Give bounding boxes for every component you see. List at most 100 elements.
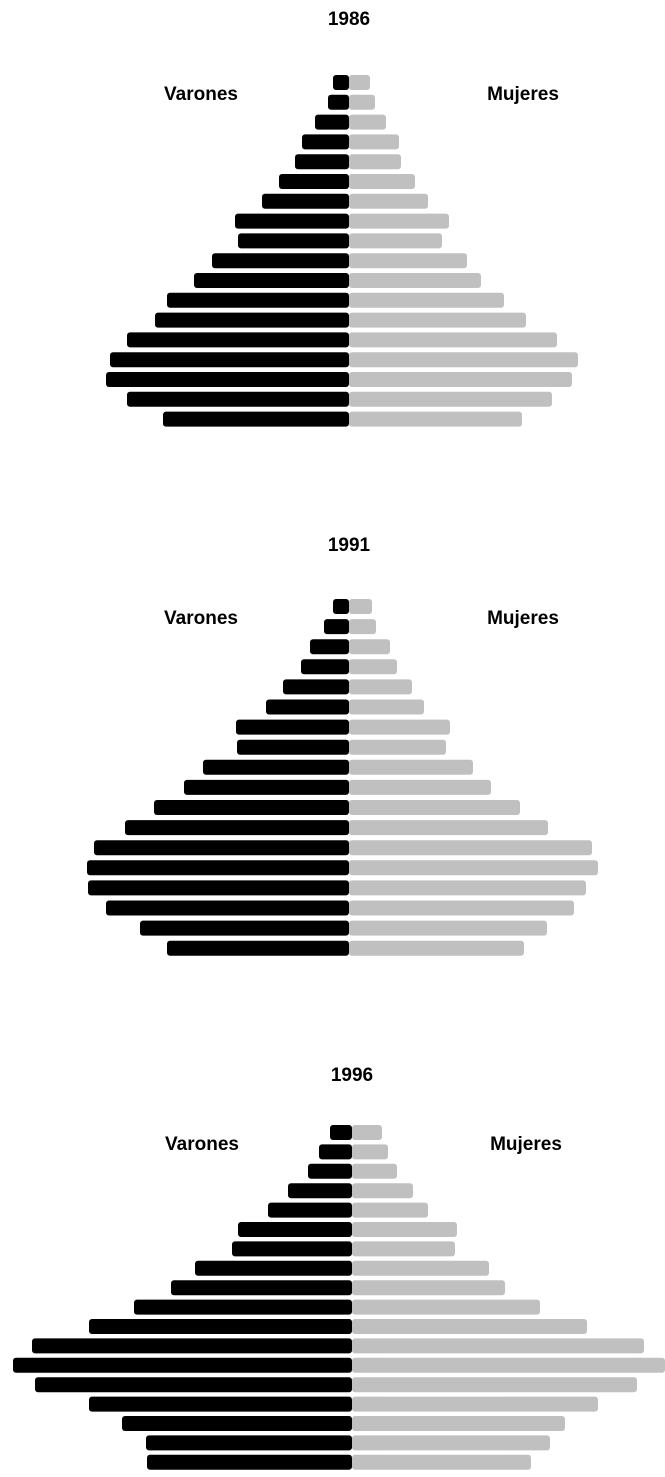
bar xyxy=(349,739,446,755)
bar xyxy=(352,1319,587,1334)
bar xyxy=(349,75,370,90)
bar xyxy=(349,659,397,675)
bar xyxy=(349,292,504,308)
bar xyxy=(167,940,349,956)
bar xyxy=(279,174,349,189)
bar xyxy=(349,134,399,150)
bar xyxy=(349,213,449,229)
bar xyxy=(155,312,349,328)
bar xyxy=(262,193,349,209)
bar xyxy=(89,1396,352,1412)
bar xyxy=(349,619,376,635)
bar xyxy=(349,840,592,856)
bar xyxy=(232,1241,352,1257)
bar xyxy=(349,920,547,936)
bar xyxy=(352,1396,598,1412)
bar xyxy=(352,1357,665,1373)
bar xyxy=(352,1144,388,1160)
bar xyxy=(125,820,349,836)
chart-title: 1991 xyxy=(328,535,371,556)
bar xyxy=(349,114,386,130)
bar xyxy=(288,1183,352,1199)
bar xyxy=(237,739,349,755)
bar xyxy=(349,719,450,735)
bar xyxy=(352,1338,644,1354)
bar xyxy=(352,1435,550,1451)
bar xyxy=(238,233,349,249)
bar xyxy=(349,253,467,269)
bar xyxy=(349,759,473,775)
bar xyxy=(352,1202,428,1218)
bar xyxy=(349,154,401,170)
bar xyxy=(194,273,349,288)
bar xyxy=(310,639,349,655)
bar xyxy=(349,372,572,387)
bar xyxy=(324,619,349,635)
bar xyxy=(195,1260,352,1276)
bar xyxy=(295,154,349,170)
legend-label: Varones xyxy=(164,84,238,105)
legend-label: Mujeres xyxy=(490,1134,562,1155)
bar xyxy=(35,1377,352,1393)
bar xyxy=(349,193,428,209)
bar xyxy=(349,820,548,836)
bar xyxy=(349,940,524,956)
bar xyxy=(352,1183,413,1199)
bar xyxy=(349,900,574,916)
bar xyxy=(235,213,349,229)
bar xyxy=(349,800,520,815)
bar xyxy=(236,719,349,735)
bar xyxy=(268,1202,352,1218)
bar xyxy=(88,880,349,896)
legend-label: Varones xyxy=(165,1134,239,1155)
chart-title: 1996 xyxy=(331,1065,373,1086)
bar xyxy=(147,1454,352,1470)
bar xyxy=(352,1163,397,1179)
bar xyxy=(13,1357,352,1373)
bar xyxy=(87,860,349,876)
bar xyxy=(140,920,349,936)
bar xyxy=(94,840,349,856)
bar xyxy=(349,352,578,368)
bar xyxy=(171,1280,352,1296)
bar xyxy=(127,332,349,348)
bar xyxy=(122,1416,352,1431)
bar xyxy=(238,1222,352,1237)
bar xyxy=(134,1299,352,1315)
bar xyxy=(352,1416,565,1431)
bar xyxy=(352,1280,505,1296)
bar xyxy=(110,352,349,368)
bar xyxy=(349,639,390,655)
bar xyxy=(349,391,552,407)
bar xyxy=(349,174,415,189)
bar xyxy=(352,1222,457,1237)
bar xyxy=(315,114,349,130)
bar xyxy=(333,599,349,614)
bar xyxy=(328,94,349,110)
bar xyxy=(349,233,442,249)
bar xyxy=(349,599,372,614)
bar xyxy=(352,1454,531,1470)
legend-label: Varones xyxy=(164,608,238,629)
bar xyxy=(349,679,412,695)
bar xyxy=(301,659,349,675)
bar xyxy=(154,800,349,815)
bar xyxy=(203,759,349,775)
bar xyxy=(349,860,598,876)
chart-title: 1986 xyxy=(328,9,370,30)
bar xyxy=(302,134,349,150)
bar xyxy=(32,1338,352,1354)
bar xyxy=(212,253,349,269)
bar xyxy=(349,94,375,110)
bar xyxy=(308,1163,352,1179)
bar xyxy=(352,1377,637,1393)
bar xyxy=(106,372,349,387)
bar xyxy=(89,1319,352,1334)
bar xyxy=(167,292,349,308)
bar xyxy=(349,779,491,795)
bar xyxy=(283,679,349,695)
bar xyxy=(330,1125,352,1140)
bar xyxy=(352,1241,455,1257)
bar xyxy=(163,411,349,427)
